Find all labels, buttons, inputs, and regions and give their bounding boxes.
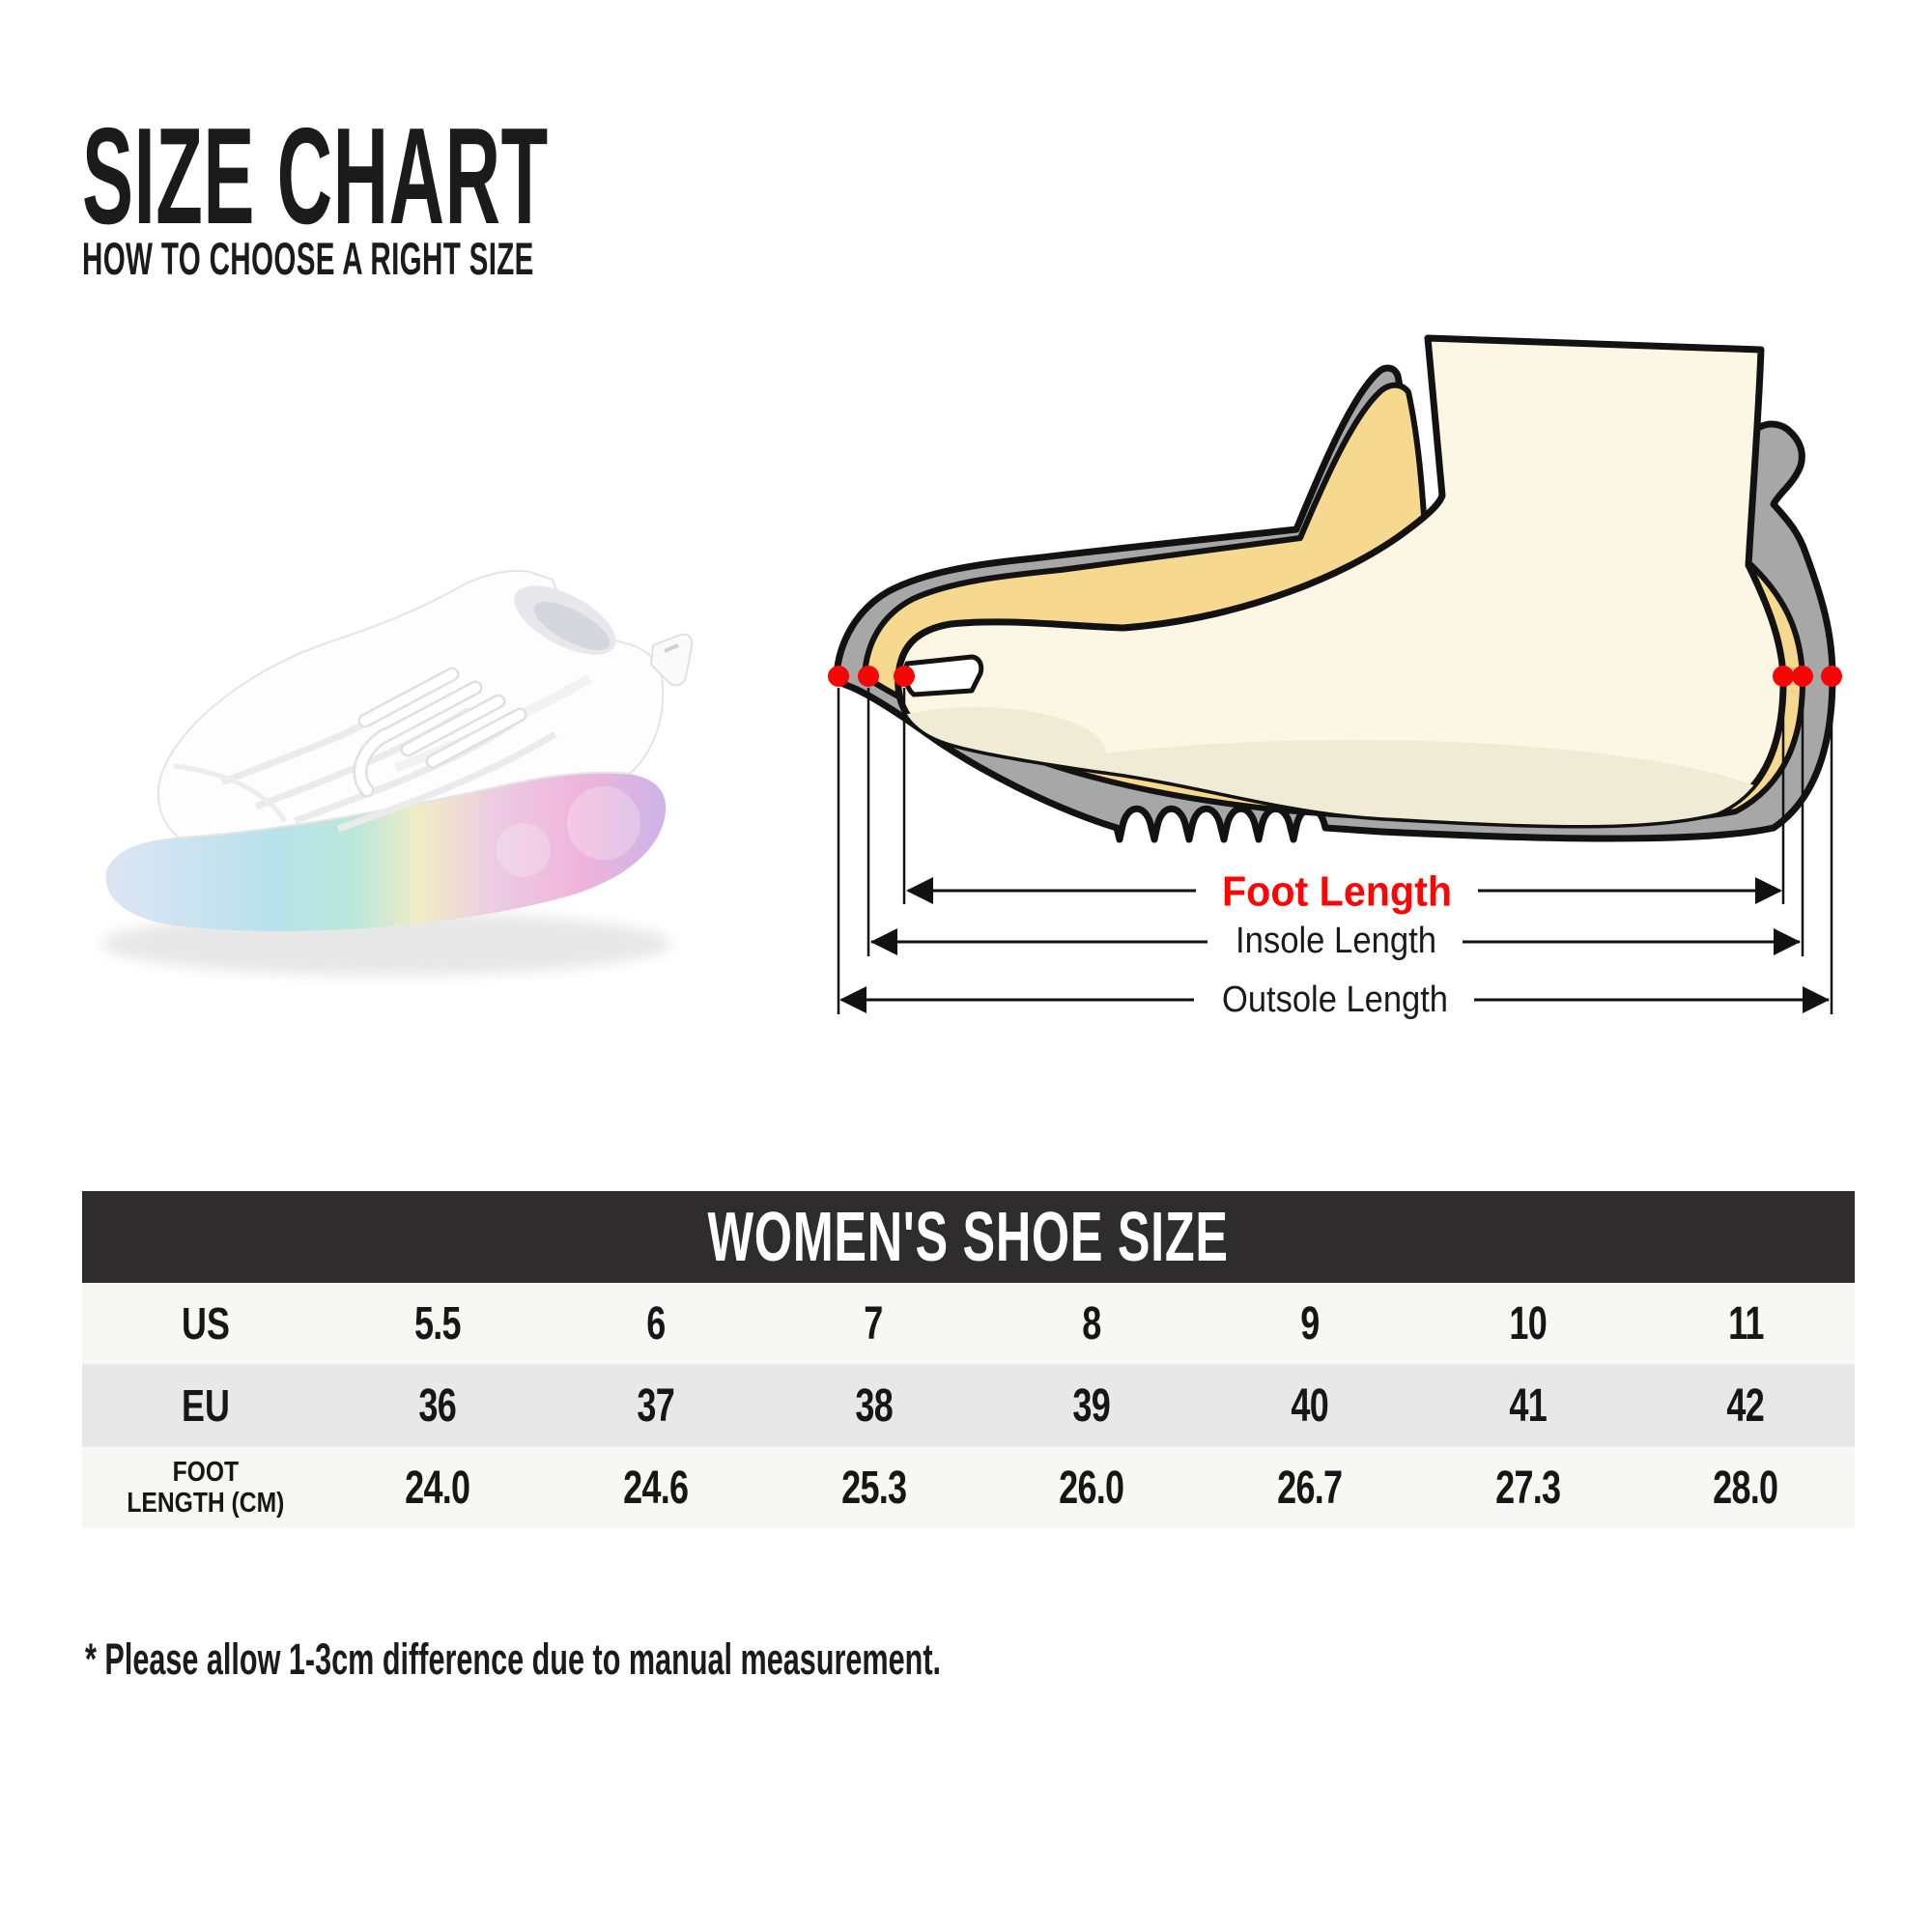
size-table-header: WOMEN'S SHOE SIZE — [82, 1191, 1855, 1283]
row-label-eu: EU — [181, 1380, 230, 1431]
product-photo-sneaker — [101, 569, 694, 976]
table-cell: 9 — [1300, 1297, 1320, 1350]
size-table: WOMEN'S SHOE SIZE US 5.5 6 7 8 9 10 11 E… — [82, 1191, 1855, 1528]
foot-length-label: Foot Length — [1222, 868, 1452, 916]
collar-inner — [533, 601, 611, 651]
outsole-length-label-bg — [1194, 974, 1474, 1026]
insole-length-label: Insole Length — [1236, 921, 1436, 961]
insole-length-label-bg — [1208, 915, 1463, 967]
table-cell: 42 — [1726, 1379, 1765, 1432]
laces — [353, 667, 527, 798]
air-bubble-highlight — [497, 823, 551, 877]
table-row-eu: EU 36 37 38 39 40 41 42 — [82, 1364, 1855, 1447]
measurement-footnote: * Please allow 1-3cm difference due to m… — [85, 1634, 942, 1684]
table-cell: 37 — [637, 1379, 674, 1432]
table-cell: 25.3 — [840, 1462, 907, 1514]
table-cell: 7 — [864, 1297, 884, 1350]
foot-length-label-bg — [1196, 862, 1478, 918]
foot-measurement-diagram: Foot Length Insole Length Outsole Length — [828, 334, 1842, 1026]
table-cell: 5.5 — [413, 1297, 462, 1350]
outsole-length-label: Outsole Length — [1222, 980, 1448, 1020]
table-cell: 36 — [418, 1379, 457, 1432]
table-cell: 38 — [855, 1379, 893, 1432]
table-cell: 28.0 — [1713, 1462, 1779, 1514]
table-cell: 40 — [1291, 1379, 1328, 1432]
tab-hole — [664, 643, 679, 653]
table-row-us: US 5.5 6 7 8 9 10 11 — [82, 1283, 1855, 1364]
table-cell: 41 — [1509, 1379, 1547, 1432]
size-table-title: WOMEN'S SHOE SIZE — [707, 1198, 1230, 1276]
measure-marker-dots — [828, 666, 1842, 687]
row-label-us: US — [181, 1298, 230, 1349]
table-cell: 26.7 — [1277, 1462, 1343, 1514]
table-cell: 6 — [645, 1297, 666, 1350]
page-title: SIZE CHART — [82, 99, 549, 253]
table-cell: 10 — [1509, 1297, 1547, 1350]
table-cell: 39 — [1072, 1379, 1111, 1432]
toenail-shape — [903, 654, 984, 697]
table-cell: 24.6 — [623, 1462, 689, 1514]
row-label-foot-length: FOOT LENGTH (CM) — [127, 1456, 284, 1519]
measure-guide-lines — [837, 688, 1833, 1014]
table-cell: 26.0 — [1059, 1462, 1124, 1514]
table-row-foot-length: FOOT LENGTH (CM) 24.0 24.6 25.3 26.0 26.… — [82, 1447, 1855, 1528]
air-bubble-highlight — [567, 786, 640, 860]
header: SIZE CHART HOW TO CHOOSE A RIGHT SIZE — [82, 99, 915, 285]
table-cell: 8 — [1082, 1297, 1101, 1350]
page-subtitle: HOW TO CHOOSE A RIGHT SIZE — [82, 233, 534, 284]
table-cell: 24.0 — [405, 1462, 470, 1514]
shoe-sole-rainbow — [105, 772, 667, 931]
table-cell: 11 — [1727, 1297, 1764, 1350]
heel-pull-tab — [649, 633, 694, 687]
table-cell: 27.3 — [1494, 1462, 1561, 1514]
